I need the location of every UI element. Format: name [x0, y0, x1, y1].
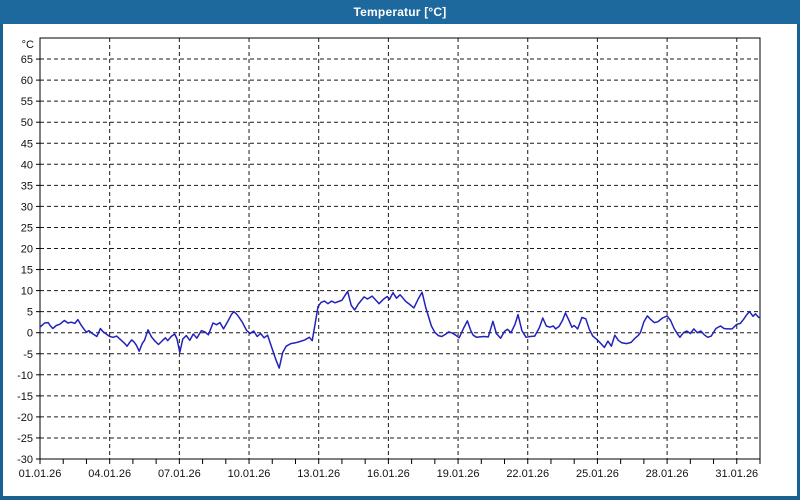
y-tick-label: -15	[17, 391, 33, 403]
x-tick-label: 19.01.26	[437, 468, 480, 480]
x-tick-label: 25.01.26	[576, 468, 619, 480]
y-axis-unit-label: °C	[22, 39, 34, 51]
temperature-line-chart: -30 -25 -20 -15 -10 -5 0 5 10 15 20 25 30 35 40 45 50 55 6…	[17, 37, 761, 480]
x-tick-label: 04.01.26	[88, 468, 131, 480]
y-tick-label: 20	[21, 244, 33, 256]
y-tick-label: 15	[21, 265, 33, 277]
y-tick-label: -10	[17, 370, 33, 382]
y-tick-label: -5	[23, 349, 33, 361]
x-tick-label: 22.01.26	[506, 468, 549, 480]
y-tick-label: 10	[21, 286, 33, 298]
x-tick-label: 07.01.26	[158, 468, 201, 480]
x-tick-label: 31.01.26	[715, 468, 758, 480]
y-tick-label: 60	[21, 75, 33, 87]
y-tick-label: 35	[21, 180, 33, 192]
y-tick-label: -30	[17, 454, 33, 466]
y-tick-label: 45	[21, 138, 33, 150]
temperature-series-line	[39, 290, 760, 369]
x-tick-label: 16.01.26	[367, 468, 410, 480]
y-tick-label: -25	[17, 433, 33, 445]
x-tick-label: 28.01.26	[646, 468, 689, 480]
y-tick-label: 40	[21, 159, 33, 171]
y-tick-label: 0	[27, 328, 33, 340]
window-titlebar[interactable]: Temperatur [°C]	[0, 0, 800, 24]
y-tick-label: 55	[21, 96, 33, 108]
y-tick-label: 25	[21, 222, 33, 234]
y-tick-label: 65	[21, 54, 33, 66]
x-tick-label: 01.01.26	[19, 468, 62, 480]
y-tick-label: -20	[17, 412, 33, 424]
chart-area: -30 -25 -20 -15 -10 -5 0 5 10 15 20 25 30 35 40 45 50 55 6…	[0, 24, 800, 500]
x-tick-label: 10.01.26	[228, 468, 271, 480]
y-tick-label: 5	[27, 307, 33, 319]
plot-frame	[39, 37, 761, 460]
window-title: Temperatur [°C]	[353, 5, 447, 19]
y-tick-label: 50	[21, 117, 33, 129]
y-tick-label: 30	[21, 201, 33, 213]
x-tick-label: 13.01.26	[297, 468, 340, 480]
